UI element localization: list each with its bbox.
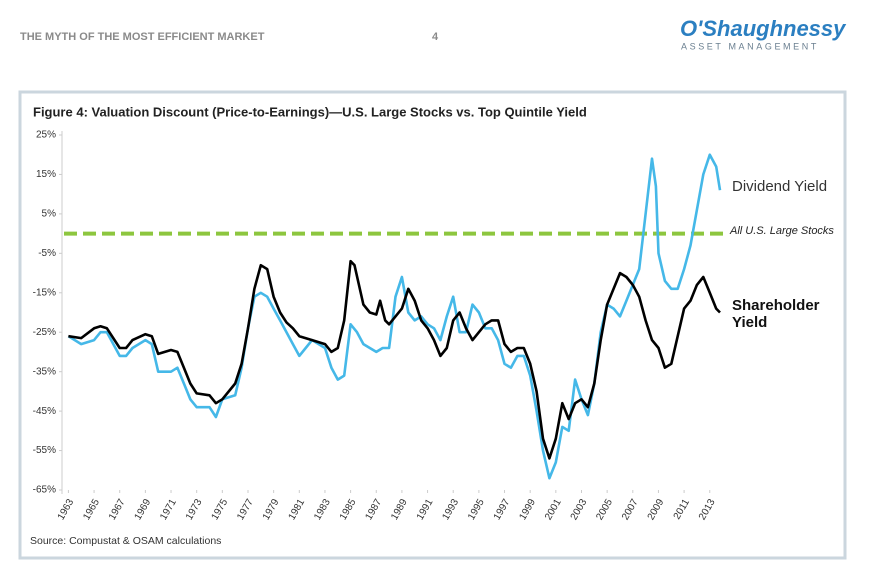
x-tick-label: 2001 bbox=[543, 497, 564, 522]
chart-frame bbox=[18, 90, 847, 560]
x-tick-label: 1983 bbox=[312, 497, 333, 522]
x-tick-label: 1971 bbox=[158, 497, 179, 522]
x-tick-label: 1967 bbox=[107, 497, 128, 522]
series-label: Shareholder Yield bbox=[732, 297, 820, 331]
x-tick-label: 1975 bbox=[210, 497, 231, 522]
y-tick-label: -65% bbox=[33, 485, 56, 496]
x-tick-label: 1987 bbox=[363, 497, 384, 522]
x-tick-label: 2013 bbox=[697, 497, 718, 522]
series-label: Dividend Yield bbox=[732, 178, 828, 195]
source-note: Source: Compustat & OSAM calculations bbox=[30, 535, 221, 547]
x-tick-label: 1981 bbox=[287, 497, 308, 522]
y-tick-label: -55% bbox=[33, 445, 56, 456]
y-tick-label: -35% bbox=[33, 366, 56, 377]
x-tick-label: 1979 bbox=[261, 497, 282, 522]
x-tick-label: 2003 bbox=[569, 497, 590, 522]
x-tick-label: 1985 bbox=[338, 497, 359, 522]
x-tick-label: 2005 bbox=[594, 497, 615, 522]
x-tick-label: 1999 bbox=[517, 497, 538, 522]
series-line bbox=[68, 259, 721, 460]
y-tick-label: -15% bbox=[33, 287, 56, 298]
reference-label: All U.S. Large Stocks bbox=[730, 225, 834, 237]
x-tick-label: 1963 bbox=[56, 497, 77, 522]
x-tick-label: 1993 bbox=[440, 497, 461, 522]
x-tick-label: 1965 bbox=[81, 497, 102, 522]
chart-title: Figure 4: Valuation Discount (Price-to-E… bbox=[33, 104, 587, 119]
y-tick-label: -25% bbox=[33, 327, 56, 338]
x-tick-label: 1989 bbox=[389, 497, 410, 522]
y-tick-label: 5% bbox=[42, 209, 57, 220]
y-tick-label: -45% bbox=[33, 406, 56, 417]
y-tick-label: 25% bbox=[36, 130, 56, 141]
series-line bbox=[67, 153, 722, 480]
x-tick-label: 1969 bbox=[133, 497, 154, 522]
x-tick-label: 2007 bbox=[620, 497, 641, 522]
x-tick-label: 1995 bbox=[466, 497, 487, 522]
x-tick-label: 1977 bbox=[235, 497, 256, 522]
logo-sub: ASSET MANAGEMENT bbox=[681, 41, 819, 51]
x-tick-label: 1991 bbox=[415, 497, 436, 522]
y-tick-label: 15% bbox=[36, 169, 56, 180]
x-tick-label: 2009 bbox=[646, 497, 667, 522]
y-tick-label: -5% bbox=[38, 248, 56, 259]
x-tick-label: 2011 bbox=[672, 497, 692, 522]
x-tick-label: 1973 bbox=[184, 497, 205, 522]
page-number: 4 bbox=[432, 31, 439, 43]
doc-title: THE MYTH OF THE MOST EFFICIENT MARKET bbox=[20, 31, 265, 43]
x-tick-label: 1997 bbox=[492, 497, 513, 522]
logo: O'Shaughnessy bbox=[680, 16, 847, 41]
